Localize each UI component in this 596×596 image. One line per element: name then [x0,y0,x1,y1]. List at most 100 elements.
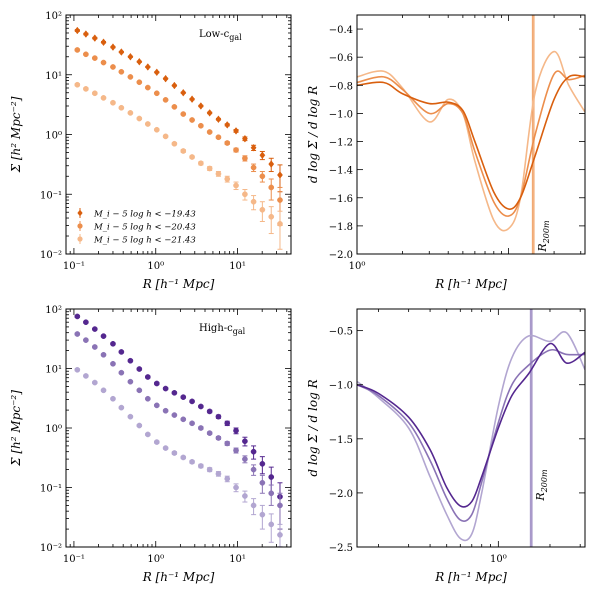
y-tick-label: 10² [45,305,62,316]
data-point [153,439,160,445]
data-point [206,165,213,172]
data-point [110,340,116,347]
data-point [250,164,257,171]
data-point [198,463,204,469]
data-point [74,81,81,88]
x-tick-label: 10⁻¹ [63,554,85,565]
data-point [242,456,248,462]
y-tick-label: 10⁻² [40,543,62,554]
data-point [118,349,125,355]
data-point [74,47,81,53]
legend-marker [77,209,83,217]
data-point [189,420,195,427]
data-point [110,99,116,106]
data-point [233,182,239,189]
data-point [136,387,143,394]
data-point [277,502,283,509]
data-point [259,206,266,213]
y-tick-label: 10⁻¹ [40,484,62,495]
y-tick-label: −1.0 [329,381,353,392]
data-point [171,140,178,147]
x-axis-label: R [h⁻¹ Mpc] [142,277,215,291]
y-tick-label: −1.0 [329,109,353,120]
data-point [118,404,125,411]
y-tick-label: −1.4 [329,166,353,177]
y-tick-label: −2.0 [329,489,353,500]
data-point [83,319,89,326]
panel-annotation-main: Low-c [199,29,230,40]
r200m-label: R200m [534,469,549,502]
data-point [277,197,283,203]
data-point [91,90,98,97]
y-tick-label: −1.2 [329,138,353,149]
data-point [189,117,195,123]
data-point [83,86,89,92]
data-point [127,52,134,61]
data-point [277,532,283,538]
data-point [224,420,231,427]
data-point [100,59,107,66]
data-point [268,521,275,528]
data-point [180,416,187,423]
y-tick-label: −2.5 [329,543,353,554]
data-point [91,34,98,42]
data-point [100,351,107,358]
x-axis-label: R [h⁻¹ Mpc] [434,277,507,291]
data-point [206,129,213,135]
data-point [180,88,187,97]
data-point [100,387,107,394]
series-line-2 [357,348,585,522]
data-point [83,51,89,58]
y-tick-label: 10¹ [45,71,62,82]
data-point [197,102,204,110]
data-point [250,198,257,205]
series-3 [74,366,283,547]
y-tick-label: −1.8 [329,222,353,233]
data-point [118,104,125,111]
data-point [162,133,169,140]
data-point [74,313,81,320]
data-point [215,413,222,420]
series-line-1 [357,342,585,508]
data-point [233,447,239,454]
plot-area [357,309,585,547]
y-tick-label: −0.6 [329,53,353,64]
r200m-label-main: R [534,492,547,501]
data-point [83,337,89,343]
axes-frame [356,308,586,548]
data-point [233,147,239,153]
r200m-label-sub: 200m [540,469,549,493]
data-point [250,143,257,152]
data-point [224,140,231,146]
data-point [198,160,204,167]
data-point [189,398,195,405]
data-point [198,403,204,410]
r200m-label-sub: 200m [542,220,551,244]
data-point [180,394,187,400]
data-point [127,110,134,116]
r200m-label-main: R [536,243,549,252]
x-axis-label: R [h⁻¹ Mpc] [142,570,215,584]
data-point [224,475,231,482]
legend-label: M_i − 5 log h < −19.43 [93,210,196,220]
x-tick-label: 10⁻¹ [63,261,85,272]
y-tick-label: 10⁰ [45,424,62,435]
axes-frame [356,14,586,255]
y-tick-label: −0.8 [329,81,353,92]
x-axis-label: R [h⁻¹ Mpc] [434,570,507,584]
data-point [268,160,275,168]
data-point [136,422,143,429]
legend-marker [77,236,83,242]
data-point [153,90,160,97]
data-point [233,484,239,491]
panel-annotation: Low-cgal [199,29,242,42]
plot-area [74,313,283,547]
data-point [180,454,187,461]
series-1 [74,26,283,193]
data-point [144,395,151,402]
data-point [277,220,283,227]
y-axis-label: Σ [h² Mpc⁻²] [9,390,23,467]
data-point [144,431,151,438]
data-point [215,115,222,124]
data-point [250,466,257,473]
